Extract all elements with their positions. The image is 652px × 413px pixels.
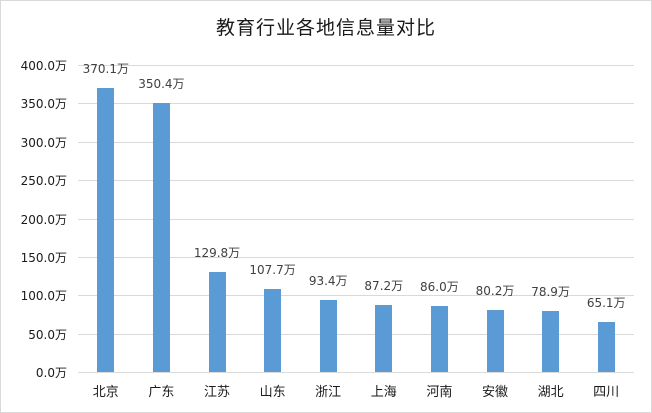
bar: [152, 103, 170, 372]
bar: [208, 272, 226, 372]
y-tick-label: 200.0万: [20, 213, 67, 227]
bar: [375, 305, 393, 372]
y-tick-label: 150.0万: [20, 251, 67, 265]
gridline: [78, 334, 634, 335]
x-category-label: 安徽: [481, 385, 508, 400]
bar: [264, 289, 282, 372]
y-tick-label: 100.0万: [20, 289, 67, 303]
x-category-label: 四川: [593, 385, 620, 400]
x-category-label: 江苏: [203, 385, 230, 400]
y-tick-label: 0.0万: [35, 366, 67, 380]
gridline: [78, 180, 634, 181]
data-label: 78.9万: [531, 285, 570, 300]
gridline: [78, 142, 634, 143]
data-label: 350.4万: [138, 77, 185, 92]
x-category-label: 湖北: [537, 385, 564, 400]
data-label: 87.2万: [364, 279, 404, 294]
data-label: 370.1万: [82, 61, 129, 76]
gridline: [78, 257, 634, 258]
y-tick-label: 400.0万: [20, 59, 67, 73]
gridline: [78, 295, 634, 296]
data-label: 93.4万: [308, 274, 348, 289]
x-axis-line: [78, 372, 634, 373]
x-category-label: 浙江: [315, 385, 342, 400]
y-tick-label: 250.0万: [20, 174, 67, 188]
x-category-label: 上海: [370, 385, 397, 400]
data-label: 80.2万: [475, 284, 515, 299]
bar: [597, 322, 615, 372]
gridline: [78, 103, 634, 104]
bar: [486, 310, 504, 372]
x-category-label: 北京: [92, 385, 119, 400]
bar: [430, 305, 448, 372]
chart-title: 教育行业各地信息量对比: [215, 17, 436, 39]
y-tick-label: 350.0万: [20, 97, 67, 111]
data-label: 86.0万: [420, 279, 459, 294]
x-category-label: 河南: [426, 385, 453, 400]
gridline: [78, 219, 634, 220]
x-category-label: 山东: [259, 385, 286, 400]
bar: [97, 87, 115, 372]
data-label: 129.8万: [193, 246, 241, 261]
gridline: [78, 65, 634, 66]
data-label: 107.7万: [249, 263, 296, 278]
data-label: 65.1万: [586, 296, 626, 311]
x-category-label: 广东: [148, 385, 175, 400]
y-tick-label: 50.0万: [28, 328, 67, 342]
y-tick-label: 300.0万: [20, 136, 67, 150]
bar: [319, 300, 337, 372]
bar: [542, 311, 560, 372]
